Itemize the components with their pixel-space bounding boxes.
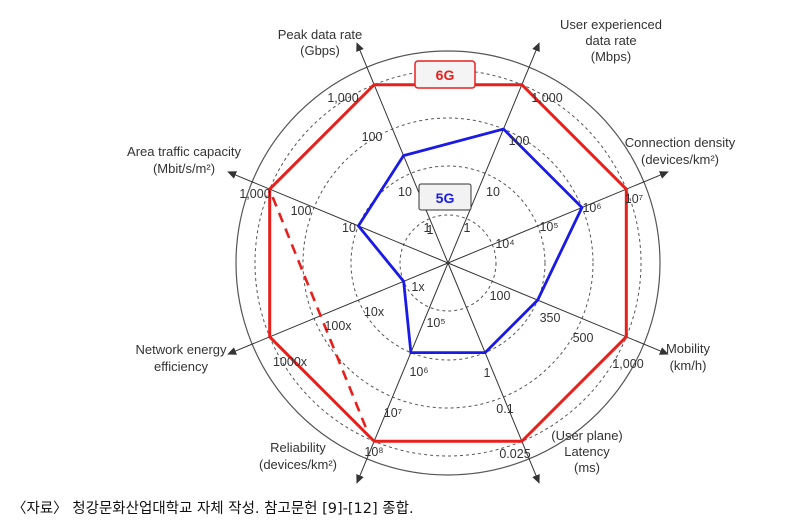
- tick-label-area_capacity-1: 10: [342, 221, 356, 235]
- axis-title-line: (User plane): [551, 428, 623, 443]
- legend-6g: 6G: [414, 60, 476, 89]
- axis-reliability: [356, 262, 449, 484]
- tick-label-reliability-3: 10⁸: [364, 445, 383, 459]
- radar-series: [268, 83, 628, 443]
- axis-title-peak_data_rate: Peak data rate (Gbps): [278, 27, 363, 58]
- series-6g-dashed: [271, 196, 370, 434]
- axis-title-area_capacity: Area traffic capacity (Mbit/s/m²): [127, 144, 241, 176]
- axis-title-latency: (User plane) Latency (ms): [551, 428, 623, 475]
- tick-label-mobility-3: 1,000: [612, 357, 643, 371]
- tick-label-mobility-0: 100: [490, 289, 511, 303]
- tick-label-energy_eff-1: 10x: [364, 305, 385, 319]
- tick-label-area_capacity-2: 100: [291, 204, 312, 218]
- tick-label-conn_density-3: 10⁷: [625, 192, 644, 206]
- tick-label-area_capacity-3: 1,000: [239, 187, 270, 201]
- axis-title-line: (ms): [574, 460, 600, 475]
- tick-label-latency-0: 1: [484, 366, 491, 380]
- grid-ring-4: [254, 69, 642, 457]
- tick-label-peak_data_rate-2: 100: [362, 130, 383, 144]
- axis-title-energy_eff: Network energy efficiency: [135, 342, 227, 374]
- axis-title-reliability: Reliability (devices/km²): [259, 440, 337, 472]
- tick-label-reliability-1: 10⁶: [409, 365, 428, 379]
- tick-label-mobility-2: 500: [573, 331, 594, 345]
- axis-mobility: [447, 262, 669, 355]
- tick-label-reliability-0: 10⁵: [426, 316, 445, 330]
- tick-label-mobility-1: 350: [540, 311, 561, 325]
- axis-title-user_exp_rate: User experienced data rate (Mbps): [560, 17, 662, 64]
- axis-area_capacity: [227, 171, 449, 264]
- series-5g: [356, 127, 584, 355]
- tick-label-conn_density-2: 10⁶: [582, 201, 601, 215]
- tick-label-area_capacity-0: 1: [427, 223, 434, 237]
- axis-title-line: Mobility: [666, 341, 711, 356]
- tick-label-reliability-2: 10⁷: [384, 406, 403, 420]
- tick-label-peak_data_rate-0: 1: [424, 221, 431, 235]
- outer-ring: [235, 50, 661, 476]
- axis-title-line: data rate: [585, 33, 636, 48]
- legend-5g-box: [418, 183, 472, 211]
- tick-label-energy_eff-3: 1000x: [273, 355, 308, 369]
- tick-label-user_exp_rate-3: 1,000: [531, 91, 562, 105]
- axis-conn_density: [447, 171, 669, 264]
- radar-grid: [235, 50, 661, 476]
- tick-label-conn_density-0: 10⁴: [495, 237, 514, 251]
- series-6g: [268, 83, 628, 443]
- axis-title-line: (devices/km²): [259, 457, 337, 472]
- radar-labels: 1 10 100 1,000 1 10 100 1,000 10⁴ 10⁵ 10⁶ 10⁷ 100 350…: [127, 17, 736, 475]
- axis-title-mobility: Mobility (km/h): [666, 341, 711, 373]
- axis-title-line: Reliability: [270, 440, 326, 455]
- axis-title-line: Connection density: [625, 135, 736, 150]
- axis-title-line: (km/h): [670, 358, 707, 373]
- tick-label-user_exp_rate-2: 100: [509, 134, 530, 148]
- tick-label-latency-2: 0.025: [499, 447, 530, 461]
- axis-title-line: efficiency: [154, 359, 208, 374]
- tick-label-energy_eff-2: 100x: [324, 319, 352, 333]
- tick-label-peak_data_rate-3: 1,000: [327, 91, 358, 105]
- axis-peak_data_rate: [356, 42, 449, 264]
- axis-title-line: Area traffic capacity: [127, 144, 241, 159]
- axis-title-line: (devices/km²): [641, 152, 719, 167]
- tick-label-energy_eff-0: 1x: [411, 280, 425, 294]
- legend-5g: 5G: [418, 183, 472, 211]
- axis-title-conn_density: Connection density (devices/km²): [625, 135, 736, 167]
- tick-label-conn_density-1: 10⁵: [539, 220, 558, 234]
- axis-latency: [447, 262, 540, 484]
- grid-ring-3: [302, 117, 594, 409]
- axis-title-line: (Mbit/s/m²): [153, 161, 215, 176]
- axis-title-line: User experienced: [560, 17, 662, 32]
- grid-ring-1: [399, 214, 497, 312]
- tick-label-latency-1: 0.1: [496, 402, 513, 416]
- axis-user_exp_rate: [447, 42, 540, 264]
- axis-title-line: (Mbps): [591, 49, 631, 64]
- legend-6g-label: 6G: [436, 67, 455, 83]
- legend-6g-box: [414, 60, 476, 89]
- axis-energy_eff: [227, 262, 449, 355]
- axis-title-line: Peak data rate: [278, 27, 363, 42]
- tick-label-peak_data_rate-1: 10: [398, 185, 412, 199]
- axis-title-line: Network energy: [135, 342, 227, 357]
- legend-5g-label: 5G: [436, 190, 455, 206]
- grid-ring-2: [350, 165, 546, 361]
- tick-label-user_exp_rate-1: 10: [486, 185, 500, 199]
- radar-axes: [227, 42, 669, 484]
- axis-title-line: Latency: [564, 444, 610, 459]
- tick-label-user_exp_rate-0: 1: [464, 221, 471, 235]
- axis-title-line: (Gbps): [300, 43, 340, 58]
- source-note: 〈자료〉 청강문화산업대학교 자체 작성. 참고문헌 [9]-[12] 종합.: [12, 501, 414, 517]
- radar-chart: 1 10 100 1,000 1 10 100 1,000 10⁴ 10⁵ 10⁶ 10⁷ 100 350…: [127, 17, 736, 484]
